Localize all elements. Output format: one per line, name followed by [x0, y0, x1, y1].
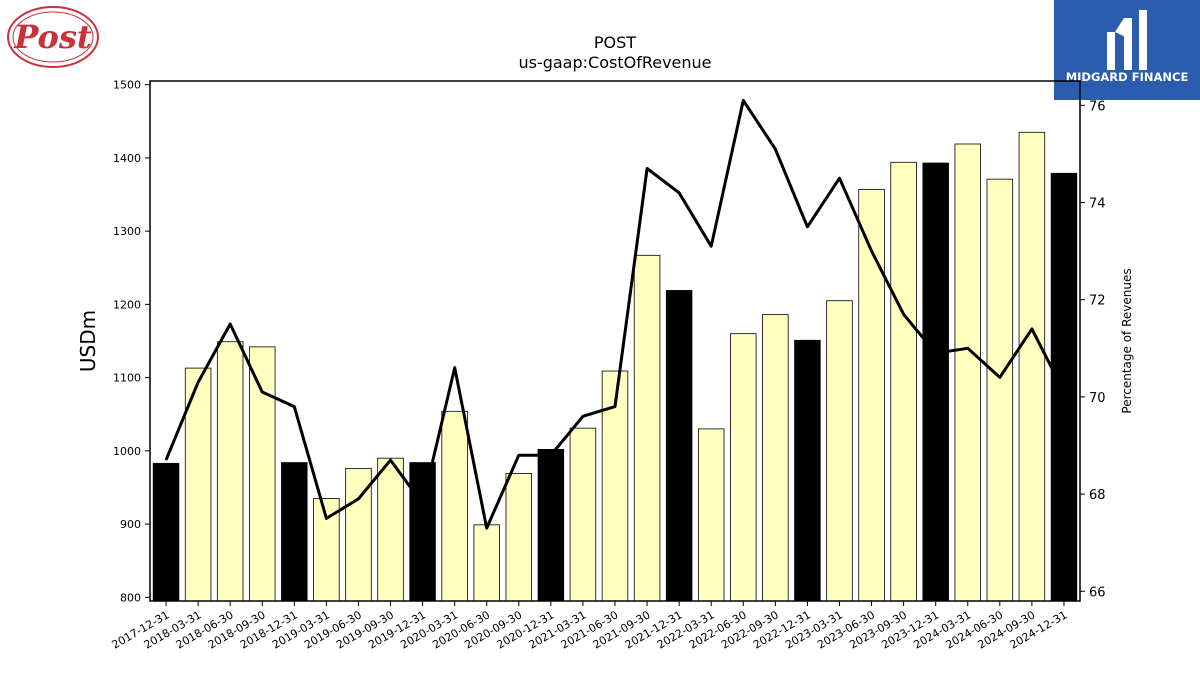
bar-2022-12-31: [794, 339, 821, 602]
y2-axis-ticks: 66 68 70 72 74 76: [1080, 99, 1106, 600]
y2-tick-label: 74: [1089, 196, 1106, 211]
y-tick-label: 1100: [113, 372, 141, 385]
bar-2017-12-31: [152, 462, 180, 602]
bar-2020-06-30: [473, 524, 500, 602]
logo-inner-ring: [12, 11, 94, 63]
bar-2018-12-31: [281, 462, 308, 602]
bar-2024-12-31: [1050, 172, 1078, 602]
y2-tick-label: 72: [1089, 294, 1106, 309]
bar-2020-09-30: [505, 473, 533, 602]
y-tick-label: 1500: [113, 79, 141, 92]
y-tick-label: 1000: [113, 445, 141, 458]
y-tick-label: 1200: [113, 298, 141, 311]
bar-2018-09-30: [249, 346, 276, 602]
bar-2020-12-31: [537, 448, 565, 602]
y2-tick-label: 76: [1089, 99, 1106, 114]
bar-2022-09-30: [762, 314, 789, 602]
bar-2023-12-31: [922, 162, 949, 602]
logo-outer-ring: [7, 6, 99, 68]
percentage-line: [164, 98, 1066, 530]
y2-tick-label: 70: [1089, 391, 1106, 406]
bar-2024-03-31: [954, 143, 981, 602]
y-axis-ticks: 800 900 1000 1100 1200 1300 1400 1500: [113, 79, 150, 604]
y-tick-label: 800: [120, 591, 141, 604]
chart-title: POST: [594, 33, 636, 52]
bar-2024-06-30: [986, 178, 1014, 602]
bar-2020-03-31: [441, 410, 468, 602]
y-tick-label: 1300: [113, 225, 141, 238]
bar-2021-09-30: [633, 254, 661, 602]
bar-2022-03-31: [697, 428, 725, 602]
bar-2023-09-30: [890, 161, 917, 602]
y2-axis-label: Percentage of Revenues: [1120, 268, 1134, 413]
bar-2024-09-30: [1018, 131, 1046, 602]
bar-2018-06-30: [216, 341, 244, 602]
y-axis-label: USDm: [76, 310, 100, 372]
bar-2022-06-30: [730, 333, 757, 602]
bar-2019-09-30: [377, 457, 404, 602]
y2-tick-label: 68: [1089, 488, 1106, 503]
bar-2023-06-30: [858, 188, 885, 602]
y-tick-label: 900: [120, 518, 141, 531]
bar-2021-03-31: [569, 427, 597, 602]
bar-2021-06-30: [601, 370, 629, 602]
brand-icon: [1107, 10, 1147, 70]
bar-2021-12-31: [665, 290, 693, 602]
y-tick-label: 1400: [113, 152, 141, 165]
company-logo-text: Post: [13, 18, 92, 56]
brand-block: MIDGARD FINANCE: [1054, 0, 1200, 100]
bar-series: [152, 131, 1078, 602]
bar-2023-03-31: [826, 300, 853, 602]
chart-subtitle: us-gaap:CostOfRevenue: [518, 53, 711, 72]
y2-tick-label: 66: [1089, 585, 1106, 600]
bar-2019-12-31: [409, 462, 436, 602]
x-axis-ticks: 2017-12-312018-03-312018-06-302018-09-30…: [110, 601, 1069, 652]
brand-name: MIDGARD FINANCE: [1066, 70, 1189, 84]
company-logo: Post: [7, 6, 99, 68]
